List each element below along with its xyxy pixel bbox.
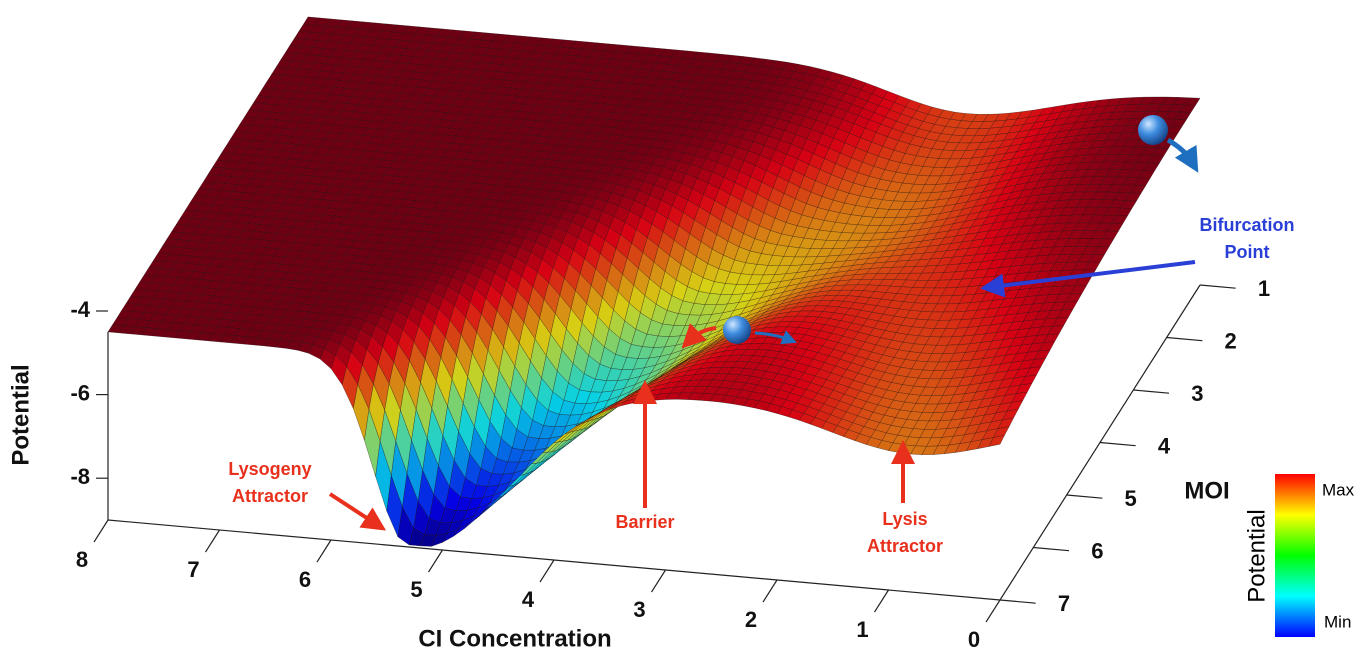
x-tick	[316, 539, 332, 563]
motion-arrow	[681, 323, 717, 349]
y-tick	[1099, 441, 1136, 447]
annotation: Lysis	[882, 509, 927, 529]
z-tick-label: -6	[70, 380, 90, 405]
x-tick-label: 5	[410, 577, 422, 602]
x-tick-label: 1	[856, 617, 868, 642]
overlay: Max Min Potential Lysogeny Attractor Barrier L…	[228, 115, 1355, 637]
y-tick-label: 2	[1225, 329, 1237, 354]
y-tick-label: 3	[1191, 381, 1203, 406]
y-tick-label: 1	[1258, 276, 1270, 301]
axes: 0 1 2 3 4 5 6 7 8 1 2 3 4 5 6 7 -4 -6 -8 CI Concentration MO…	[7, 276, 1270, 652]
colorbar-min-label: Min	[1324, 612, 1351, 631]
surface-cell	[988, 435, 1005, 447]
y-tick-label: 7	[1058, 591, 1070, 616]
x-tick	[204, 529, 221, 553]
x-tick-label: 4	[522, 587, 535, 612]
y-tick	[1066, 494, 1103, 499]
x-tick-label: 0	[968, 627, 980, 652]
y-axis-label: MOI	[1184, 477, 1229, 504]
annotation-arrow	[980, 260, 1196, 298]
x-tick-label: 2	[745, 607, 757, 632]
y-tick	[999, 599, 1036, 604]
colorbar-max-label: Max	[1322, 480, 1355, 499]
z-axis-label: Potential	[7, 364, 34, 465]
annotation: Attractor	[232, 486, 308, 506]
annotation: Point	[1225, 242, 1270, 262]
colorbar	[1275, 474, 1315, 637]
x-tick	[650, 569, 667, 593]
surface	[107, 16, 1201, 547]
x-tick-label: 6	[299, 567, 311, 592]
x-tick	[93, 519, 109, 543]
y-tick	[1166, 336, 1203, 342]
y-tick	[1033, 546, 1070, 552]
x-tick	[762, 579, 778, 603]
motion-arrow	[754, 330, 797, 345]
y-tick	[1133, 389, 1170, 394]
x-tick	[427, 549, 444, 573]
annotation: Attractor	[867, 536, 943, 556]
motion-arrow	[1166, 137, 1199, 173]
z-tick-label: -4	[70, 297, 90, 322]
y-tick-label: 6	[1091, 539, 1103, 564]
x-axis-label: CI Concentration	[418, 625, 611, 652]
x-tick	[539, 559, 555, 583]
z-tick-label: -8	[70, 464, 90, 489]
y-tick-label: 5	[1125, 486, 1137, 511]
ball	[1138, 115, 1168, 145]
annotation: Barrier	[615, 512, 674, 532]
x-tick	[873, 589, 890, 613]
annotation: Bifurcation	[1199, 215, 1294, 235]
x-tick-label: 8	[76, 547, 88, 572]
x-tick-label: 3	[633, 597, 645, 622]
y-tick-label: 4	[1158, 434, 1171, 459]
colorbar-label: Potential	[1243, 509, 1270, 602]
x-tick	[985, 599, 1001, 623]
annotation-arrow	[328, 492, 387, 531]
annotation: Lysogeny	[228, 459, 311, 479]
ball	[723, 316, 751, 344]
x-tick-label: 7	[187, 557, 199, 582]
y-tick	[1199, 284, 1236, 289]
